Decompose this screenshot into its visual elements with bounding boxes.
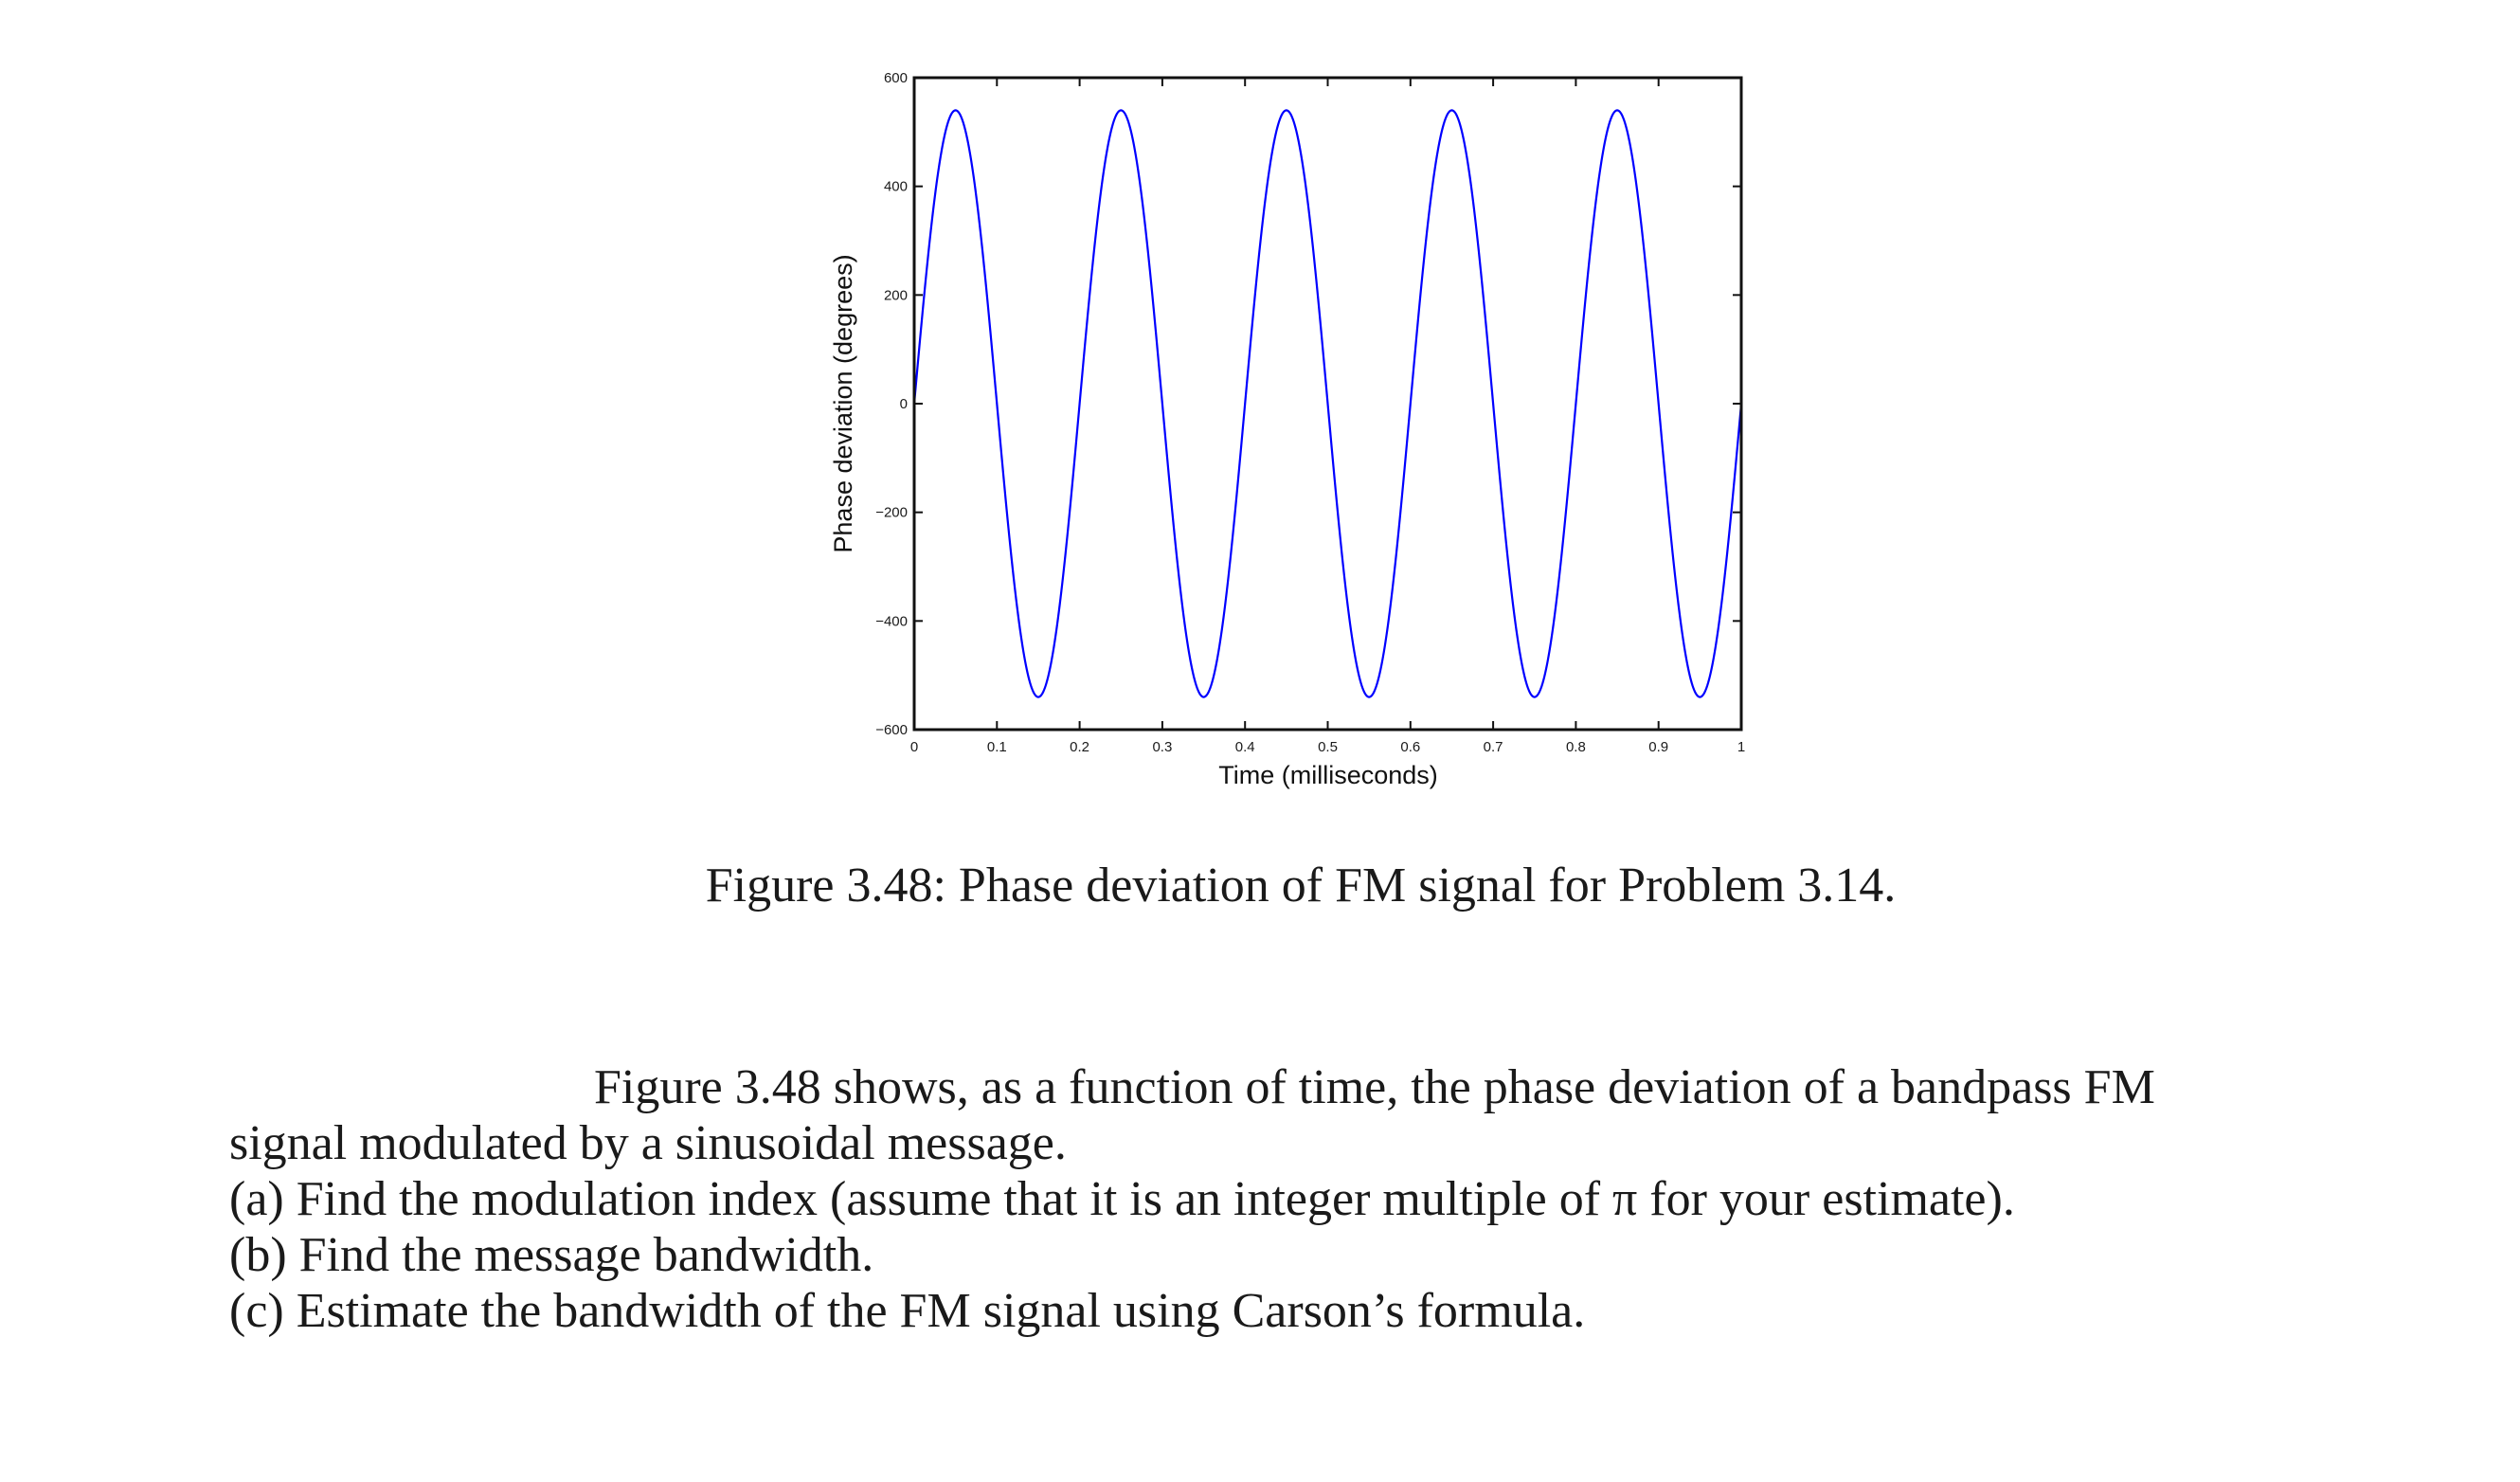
x-tick-label: 0.5: [1318, 739, 1338, 755]
x-tick-label: 0.7: [1484, 739, 1503, 755]
figure-phase-deviation: 0 0.1 0.2 0.3 0.4 0.5 0.6 0.7 0.8 0.9 1 −600 −400 −20…: [829, 70, 1745, 789]
x-axis-label: Time (milliseconds): [1218, 761, 1438, 789]
y-tick-label: 400: [884, 179, 908, 195]
problem-intro-line-2: signal modulated by a sinusoidal message…: [229, 1116, 1067, 1170]
problem-intro-line-1: Figure 3.48 shows, as a function of time…: [594, 1060, 2155, 1114]
phase-deviation-curve: [912, 109, 1743, 698]
y-axis-label: Phase deviation (degrees): [829, 254, 857, 552]
x-tick-label: 0.2: [1070, 739, 1089, 755]
problem-part-b: (b) Find the message bandwidth.: [229, 1228, 874, 1282]
x-tick-label: 0: [910, 739, 918, 755]
problem-text: Figure 3.48 shows, as a function of time…: [229, 1059, 2408, 1339]
x-tick-label: 0.9: [1648, 739, 1668, 755]
x-tick-label: 0.6: [1400, 739, 1420, 755]
x-tick-label: 1: [1737, 739, 1745, 755]
y-tick-label: 0: [900, 396, 908, 412]
x-tick-label: 0.4: [1235, 739, 1255, 755]
axis-tick-labels: 0 0.1 0.2 0.3 0.4 0.5 0.6 0.7 0.8 0.9 1 −600 −400 −20…: [875, 70, 1745, 755]
plot-frame: [912, 76, 1743, 732]
y-tick-label: 600: [884, 70, 908, 86]
x-tick-label: 0.8: [1566, 739, 1586, 755]
y-tick-label: −600: [875, 722, 908, 738]
problem-part-c: (c) Estimate the bandwidth of the FM sig…: [229, 1284, 1586, 1338]
y-tick-label: −400: [875, 613, 908, 629]
y-tick-label: −200: [875, 505, 908, 521]
x-tick-label: 0.3: [1152, 739, 1172, 755]
problem-part-a: (a) Find the modulation index (assume th…: [229, 1172, 2015, 1226]
y-tick-label: 200: [884, 287, 908, 303]
figure-caption: Figure 3.48: Phase deviation of FM signa…: [705, 858, 1897, 913]
x-tick-label: 0.1: [987, 739, 1007, 755]
